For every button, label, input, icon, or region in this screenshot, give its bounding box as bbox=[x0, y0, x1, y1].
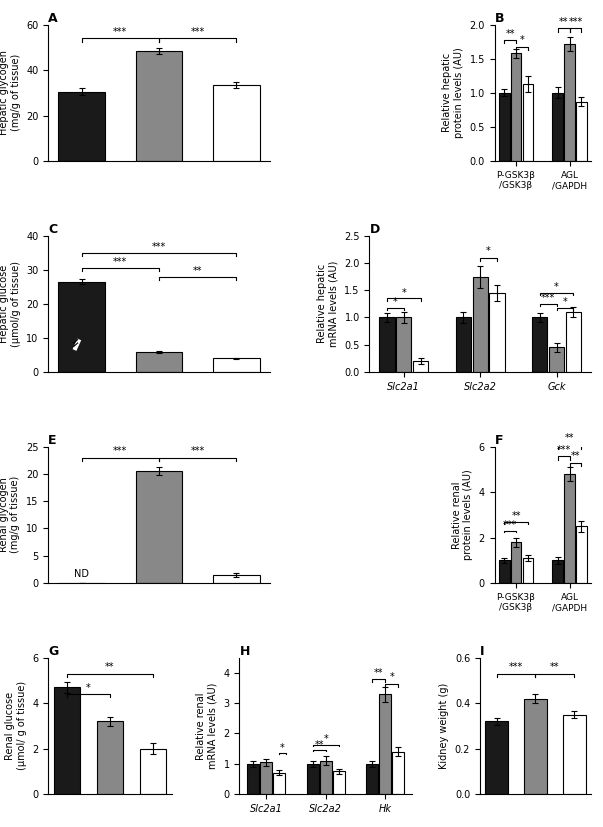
Bar bbox=[499, 560, 510, 583]
Text: ***: *** bbox=[509, 662, 523, 672]
Bar bbox=[552, 560, 563, 583]
Bar bbox=[136, 471, 182, 583]
Text: **: ** bbox=[193, 265, 203, 275]
Bar bbox=[523, 84, 533, 161]
Bar bbox=[247, 763, 259, 794]
Text: ***: *** bbox=[503, 520, 517, 530]
Text: B: B bbox=[494, 12, 504, 25]
Bar bbox=[379, 318, 394, 372]
Bar bbox=[413, 361, 428, 372]
Bar bbox=[140, 748, 166, 794]
Text: *: * bbox=[563, 297, 567, 307]
Bar bbox=[213, 358, 260, 372]
Text: I: I bbox=[480, 645, 484, 657]
Y-axis label: Relative renal
protein levels (AU): Relative renal protein levels (AU) bbox=[452, 470, 473, 560]
Text: ***: *** bbox=[113, 27, 127, 37]
Y-axis label: Kidney weight (g): Kidney weight (g) bbox=[439, 683, 449, 769]
Text: *: * bbox=[280, 743, 285, 753]
Bar bbox=[396, 318, 411, 372]
Text: D: D bbox=[370, 222, 380, 236]
Bar bbox=[576, 526, 587, 583]
Bar bbox=[320, 761, 332, 794]
Y-axis label: Relative hepatic
mRNA levels (AU): Relative hepatic mRNA levels (AU) bbox=[317, 261, 339, 347]
Text: **: ** bbox=[570, 452, 580, 461]
Text: *: * bbox=[486, 246, 491, 256]
Text: E: E bbox=[48, 434, 57, 447]
Bar bbox=[136, 352, 182, 372]
Bar bbox=[566, 312, 581, 372]
Bar bbox=[393, 752, 404, 794]
Bar bbox=[576, 102, 587, 161]
Bar bbox=[523, 558, 533, 583]
Bar bbox=[379, 694, 391, 794]
Text: C: C bbox=[48, 222, 57, 236]
Bar bbox=[54, 687, 80, 794]
Bar bbox=[563, 715, 586, 794]
Text: ***: *** bbox=[152, 241, 166, 251]
Text: ***: *** bbox=[113, 447, 127, 457]
Y-axis label: Hepatic glycogen
(mg/g of tissue): Hepatic glycogen (mg/g of tissue) bbox=[0, 50, 21, 136]
Bar bbox=[58, 282, 105, 372]
Text: *: * bbox=[86, 683, 90, 693]
Bar bbox=[213, 575, 260, 583]
Text: ***: *** bbox=[568, 17, 582, 27]
Text: H: H bbox=[239, 645, 250, 657]
Text: **: ** bbox=[565, 433, 574, 443]
Text: **: ** bbox=[559, 17, 569, 27]
Text: **: ** bbox=[550, 662, 560, 672]
Text: ***: *** bbox=[191, 447, 205, 457]
Text: ***: *** bbox=[113, 257, 127, 267]
Text: *: * bbox=[402, 288, 406, 298]
Y-axis label: Relative renal
mRNA levels (AU): Relative renal mRNA levels (AU) bbox=[197, 682, 218, 769]
Text: G: G bbox=[48, 645, 58, 657]
Text: **: ** bbox=[511, 511, 521, 521]
Bar bbox=[549, 347, 564, 372]
Bar bbox=[456, 318, 471, 372]
Bar bbox=[532, 318, 548, 372]
Text: ***: *** bbox=[557, 445, 571, 455]
Bar bbox=[524, 699, 547, 794]
Bar bbox=[473, 277, 488, 372]
Bar bbox=[366, 763, 378, 794]
Bar bbox=[307, 763, 318, 794]
Bar bbox=[564, 44, 575, 161]
Bar bbox=[499, 93, 510, 161]
Bar bbox=[564, 474, 575, 583]
Text: *: * bbox=[554, 282, 559, 292]
Text: **: ** bbox=[105, 662, 115, 672]
Text: *: * bbox=[393, 297, 398, 307]
Text: **: ** bbox=[505, 29, 515, 39]
Text: F: F bbox=[494, 434, 503, 447]
Bar bbox=[490, 293, 505, 372]
Y-axis label: Renal glycogen
(mg/g of tissue): Renal glycogen (mg/g of tissue) bbox=[0, 476, 21, 553]
Bar bbox=[511, 542, 522, 583]
Bar bbox=[511, 54, 522, 161]
Bar bbox=[136, 51, 182, 161]
Text: **: ** bbox=[314, 739, 324, 749]
Text: *: * bbox=[520, 36, 525, 45]
Bar bbox=[552, 93, 563, 161]
Text: ND: ND bbox=[74, 569, 89, 579]
Y-axis label: Renal glucose
(μmol/ g of tissue): Renal glucose (μmol/ g of tissue) bbox=[5, 681, 27, 771]
Text: A: A bbox=[48, 12, 58, 25]
Text: ***: *** bbox=[541, 294, 555, 304]
Y-axis label: Hepatic glucose
(μmol/g of tissue): Hepatic glucose (μmol/g of tissue) bbox=[0, 261, 21, 347]
Text: *: * bbox=[323, 734, 328, 744]
Bar bbox=[260, 762, 272, 794]
Bar bbox=[97, 721, 123, 794]
Bar bbox=[213, 85, 260, 161]
Bar bbox=[58, 92, 105, 161]
Text: *: * bbox=[390, 672, 394, 682]
Text: **: ** bbox=[374, 668, 384, 678]
Bar bbox=[333, 772, 345, 794]
Text: ***: *** bbox=[191, 27, 205, 37]
Y-axis label: Relative hepatic
protein levels (AU): Relative hepatic protein levels (AU) bbox=[443, 47, 464, 138]
Bar bbox=[273, 772, 285, 794]
Bar bbox=[485, 721, 508, 794]
